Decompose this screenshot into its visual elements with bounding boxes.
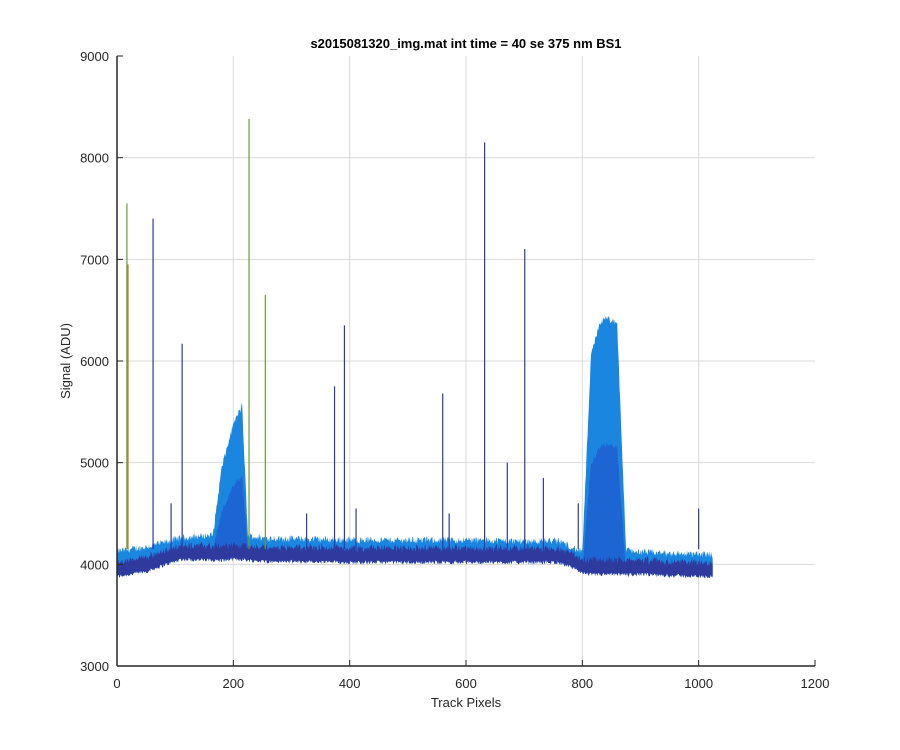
y-tick-label: 6000 [80, 354, 109, 369]
x-axis-label: Track Pixels [431, 695, 502, 710]
y-axis-label: Signal (ADU) [58, 323, 73, 399]
x-tick-label: 1000 [684, 676, 713, 691]
x-tick-label: 1200 [801, 676, 830, 691]
x-tick-label: 400 [339, 676, 361, 691]
x-tick-label: 200 [222, 676, 244, 691]
y-tick-label: 9000 [80, 49, 109, 64]
y-tick-label: 4000 [80, 557, 109, 572]
plot-area [117, 119, 713, 579]
x-tick-label: 0 [113, 676, 120, 691]
y-tick-label: 3000 [80, 659, 109, 674]
y-tick-label: 5000 [80, 456, 109, 471]
signal-envelope-dark [117, 541, 713, 579]
tick-labels: 0 200 400 600 800 1000 1200 3000 4000 5000 6000 700… [80, 49, 829, 691]
x-tick-label: 600 [455, 676, 477, 691]
y-tick-label: 7000 [80, 252, 109, 267]
y-tick-label: 8000 [80, 151, 109, 166]
axes [116, 55, 816, 667]
chart-title: s2015081320_img.mat int time = 40 se 375… [310, 36, 621, 51]
x-tick-label: 800 [571, 676, 593, 691]
